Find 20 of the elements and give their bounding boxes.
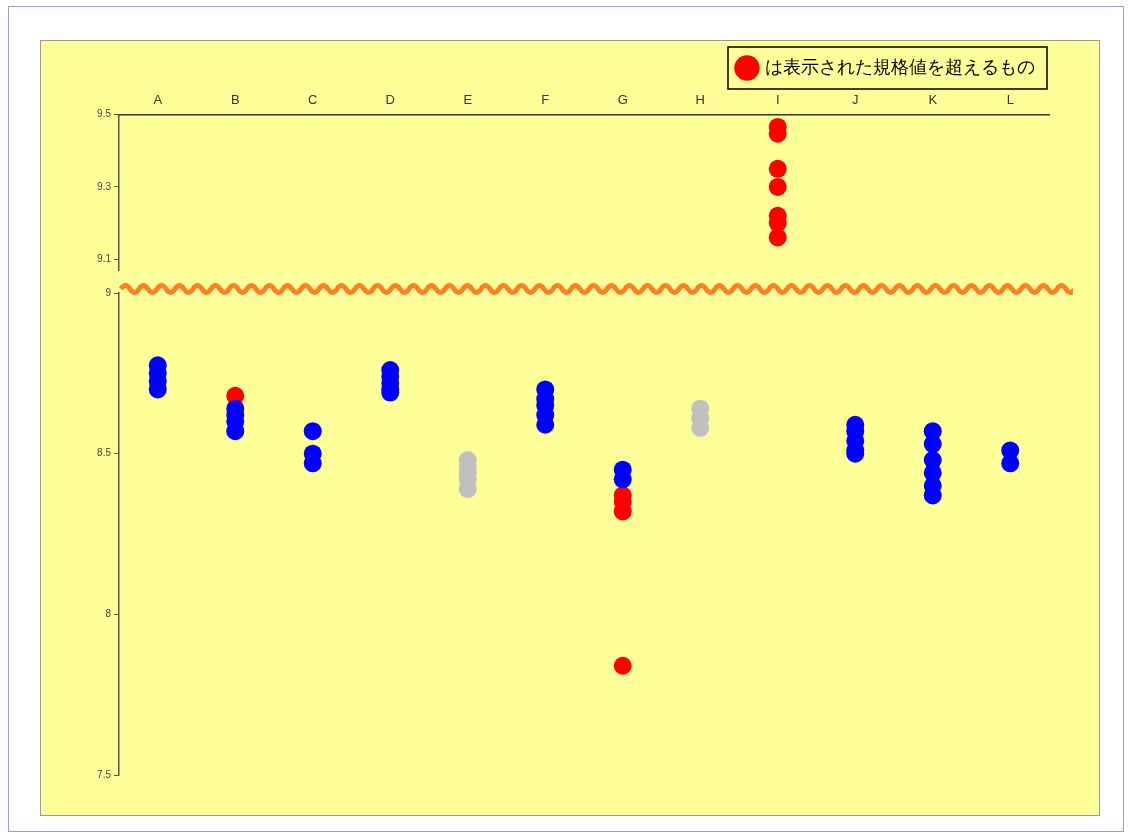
x-tick-label: E [463, 92, 473, 108]
x-tick-label: L [1006, 92, 1014, 108]
x-tick-label: C [308, 92, 318, 108]
x-tick-label: D [385, 92, 395, 108]
x-tick-label: G [617, 92, 628, 108]
x-tick-label: J [852, 92, 859, 108]
x-tick-label: H [695, 92, 705, 108]
x-tick-label: F [541, 92, 550, 108]
y-tick-label: 8.5 [97, 447, 112, 459]
y-tick-label: 9.1 [97, 252, 112, 264]
x-tick-label: K [928, 92, 938, 108]
y-tick-label: 7.5 [97, 768, 112, 780]
x-tick-label: A [153, 92, 163, 108]
y-tick-label: 9.5 [97, 108, 112, 120]
y-tick-label: 9.3 [97, 180, 112, 192]
y-tick-label: 8 [105, 608, 112, 620]
y-tick-label: 9 [105, 286, 112, 298]
legend-label: は表示された規格値を超えるもの [765, 55, 1035, 77]
x-tick-label: B [230, 92, 240, 108]
x-tick-label: I [775, 92, 780, 108]
